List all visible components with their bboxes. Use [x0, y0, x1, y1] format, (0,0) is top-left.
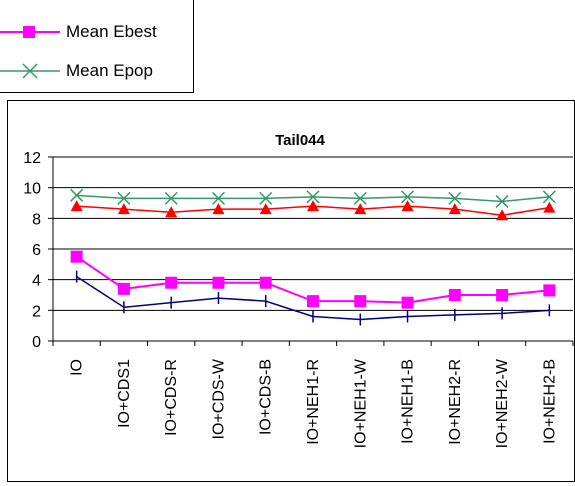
y-tick-label: 2 [32, 303, 41, 320]
legend-swatches [0, 26, 60, 79]
y-tick-label: 10 [23, 181, 41, 198]
data-point [165, 206, 178, 218]
x-tick-label: IO+CDS-W [210, 358, 227, 439]
data-point [354, 203, 367, 215]
grid-layer [53, 156, 573, 311]
x-tick-label: IO+NEH1-W [352, 358, 369, 448]
data-point [70, 250, 83, 263]
data-point [496, 209, 509, 221]
legend-swatch-mean-epop [0, 63, 60, 79]
x-tick-label: IO [69, 359, 86, 376]
series-0 [70, 188, 556, 208]
data-point [448, 203, 461, 215]
data-point [401, 190, 415, 204]
data-point [496, 289, 509, 301]
data-point [117, 191, 131, 205]
x-tick-label: IO+NEH2-R [447, 359, 464, 445]
data-point [117, 282, 130, 295]
x-tick-labels: IO IO+CDS1 IO+CDS-R IO+CDS-W IO+CDS-B IO+NEH1… [69, 358, 559, 448]
y-tick-label: 12 [23, 150, 41, 167]
x-tick-label: IO+NEH2-W [494, 358, 511, 448]
x-tick-label: IO+CDS-R [163, 359, 180, 436]
data-point [448, 191, 462, 205]
x-tick-label: IO+NEH1-R [305, 359, 322, 445]
data-point [543, 201, 556, 213]
series-2 [70, 250, 556, 309]
y-tick-label: 8 [32, 211, 41, 228]
data-point [353, 191, 367, 205]
chart-legend: Mean Ebest Mean Epop [0, 0, 194, 93]
legend-swatch-mean-ebest [0, 26, 60, 38]
series-layer [70, 188, 556, 326]
data-point [542, 190, 556, 204]
data-point [70, 200, 83, 212]
x-tick-label: IO+NEH1-B [400, 359, 417, 444]
data-point [259, 276, 272, 289]
y-tick-label: 4 [32, 273, 41, 290]
data-point [212, 276, 225, 289]
line-chart: Tail044 0 2 4 6 8 10 12 IO IO+CDS1 IO+CDS-R IO+CD… [23, 132, 574, 448]
chart-frame: Tail044 0 2 4 6 8 10 12 IO IO+CDS1 IO+CDS-R IO+CD… [7, 100, 575, 482]
legend-label-mean-epop: Mean Epop [66, 61, 153, 80]
data-point [495, 194, 509, 208]
data-point [117, 203, 130, 215]
axis-layer: 0 2 4 6 8 10 12 [23, 150, 574, 351]
data-point [307, 200, 319, 212]
data-point [401, 200, 414, 212]
series-3 [75, 270, 551, 326]
x-tick-label: IO+CDS-B [258, 359, 275, 435]
legend-label-mean-ebest: Mean Ebest [66, 22, 157, 41]
data-point [259, 203, 272, 215]
data-point [70, 188, 84, 202]
data-point [211, 191, 225, 205]
data-point [354, 295, 367, 308]
data-point [259, 191, 273, 205]
data-point [165, 276, 178, 289]
data-point [212, 203, 225, 215]
series-1 [70, 200, 556, 221]
data-point [307, 295, 319, 308]
data-point [164, 191, 178, 205]
data-point [401, 296, 414, 309]
x-tick-label: IO+CDS1 [116, 359, 133, 428]
y-tick-label: 6 [32, 242, 41, 259]
data-point [306, 190, 320, 204]
x-tick-label: IO+NEH2-B [541, 359, 558, 444]
y-tick-label: 0 [32, 334, 41, 351]
chart-title: Tail044 [275, 132, 325, 149]
data-point [448, 289, 461, 301]
data-point [543, 284, 556, 297]
